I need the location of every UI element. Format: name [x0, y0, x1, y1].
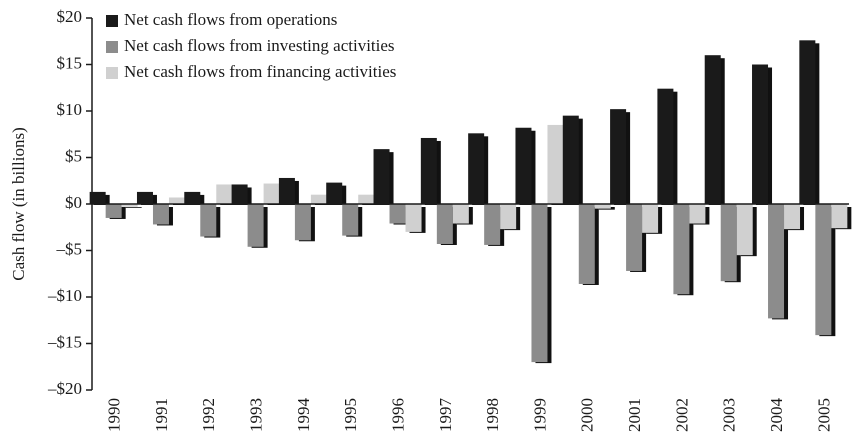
bar [200, 204, 217, 237]
bar [673, 204, 690, 295]
bar [420, 137, 437, 204]
bar [231, 184, 248, 204]
bar [168, 197, 185, 204]
x-tick-label: 1995 [341, 398, 360, 432]
bar [105, 204, 122, 218]
y-tick-label: –$5 [56, 239, 83, 258]
x-tick-label: 2005 [814, 398, 833, 432]
y-tick-label: –$20 [47, 379, 82, 398]
bar [799, 40, 816, 204]
legend-label: Net cash flows from investing activities [124, 36, 395, 55]
bar [689, 204, 706, 224]
y-tick-label: $15 [57, 53, 83, 72]
x-tick-label: 1992 [199, 398, 218, 432]
legend-label: Net cash flows from operations [124, 10, 337, 29]
x-tick-label: 1990 [105, 398, 124, 432]
x-tick-label: 1991 [152, 398, 171, 432]
bar [562, 115, 579, 204]
bar [531, 204, 548, 363]
bar [263, 183, 280, 204]
x-tick-label: 1997 [436, 398, 455, 433]
x-tick-label: 1994 [294, 398, 313, 433]
bar [515, 127, 532, 204]
bar [610, 109, 627, 204]
bar [704, 55, 721, 205]
x-tick-label: 2000 [578, 398, 597, 432]
bar [310, 194, 327, 204]
y-tick-label: $20 [57, 7, 83, 26]
y-tick-label: –$15 [47, 332, 82, 351]
bar-shadow [125, 207, 142, 208]
legend-swatch [106, 67, 118, 79]
legend-swatch [106, 41, 118, 53]
bar [247, 204, 264, 247]
x-tick-label: 1999 [530, 398, 549, 432]
bar [815, 204, 832, 336]
y-tick-label: $10 [57, 100, 83, 119]
bar [184, 191, 201, 204]
y-tick-label: $0 [65, 193, 82, 212]
bar [720, 204, 737, 282]
x-tick-label: 1993 [247, 398, 266, 432]
bar [89, 191, 106, 204]
bar [326, 182, 343, 204]
y-axis-label: Cash flow (in billions) [9, 127, 28, 280]
x-tick-label: 2003 [720, 398, 739, 432]
bar [294, 204, 311, 241]
y-tick-label: $5 [65, 146, 82, 165]
legend-label: Net cash flows from financing activities [124, 62, 396, 81]
bar [342, 204, 359, 236]
bar [547, 124, 564, 204]
bar [642, 204, 659, 233]
x-tick-label: 2002 [672, 398, 691, 432]
bar [626, 204, 643, 271]
bar [831, 204, 848, 229]
x-tick-label: 1998 [483, 398, 502, 432]
bar [594, 204, 611, 209]
bar [578, 204, 595, 284]
bar [373, 149, 390, 204]
bar [736, 204, 753, 256]
bar [405, 204, 422, 232]
x-tick-label: 1996 [388, 398, 407, 432]
bar [216, 184, 233, 204]
bar [389, 204, 406, 224]
bar [657, 88, 674, 204]
bar [784, 204, 801, 230]
bar [358, 194, 375, 204]
bar [500, 204, 517, 230]
bar [452, 204, 469, 224]
bar [278, 177, 295, 204]
y-tick-label: –$10 [47, 286, 82, 305]
bar [468, 133, 485, 204]
bar [121, 204, 138, 207]
bar [136, 191, 153, 204]
bar [152, 204, 169, 225]
x-tick-label: 2004 [767, 398, 786, 433]
bar [752, 64, 769, 204]
x-tick-label: 2001 [625, 398, 644, 432]
bar [484, 204, 501, 245]
legend-swatch [106, 15, 118, 27]
bar [436, 204, 453, 244]
bar [768, 204, 785, 319]
